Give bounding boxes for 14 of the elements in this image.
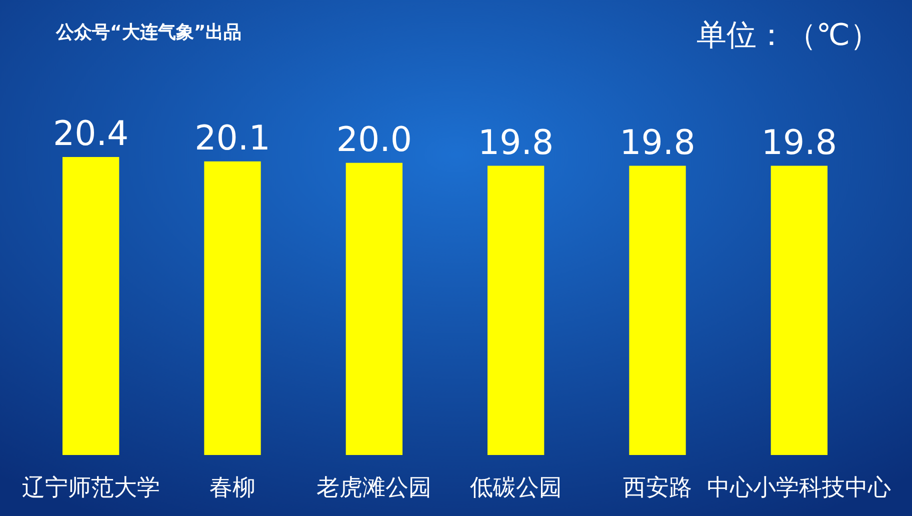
data-label: 19.8 — [620, 122, 696, 163]
data-label: 20.1 — [194, 118, 270, 158]
x-tick-label: 老虎滩公园 — [316, 475, 432, 501]
data-label: 19.8 — [761, 122, 838, 163]
x-tick-label: 辽宁师范大学 — [22, 475, 160, 501]
chart-title: 公众号“大连气象”出品 — [55, 22, 242, 43]
data-label: 20.4 — [52, 114, 129, 154]
y-axis-title: 单位：（℃） — [696, 18, 880, 53]
x-tick-label: 低碳公园 — [470, 475, 562, 501]
x-tick-label: 西安路 — [623, 475, 692, 501]
x-tick-label: 中心小学科技中心 — [707, 475, 892, 501]
data-label: 19.8 — [478, 122, 554, 163]
x-tick-label: 春柳 — [210, 475, 256, 501]
data-label: 20.0 — [336, 120, 412, 160]
